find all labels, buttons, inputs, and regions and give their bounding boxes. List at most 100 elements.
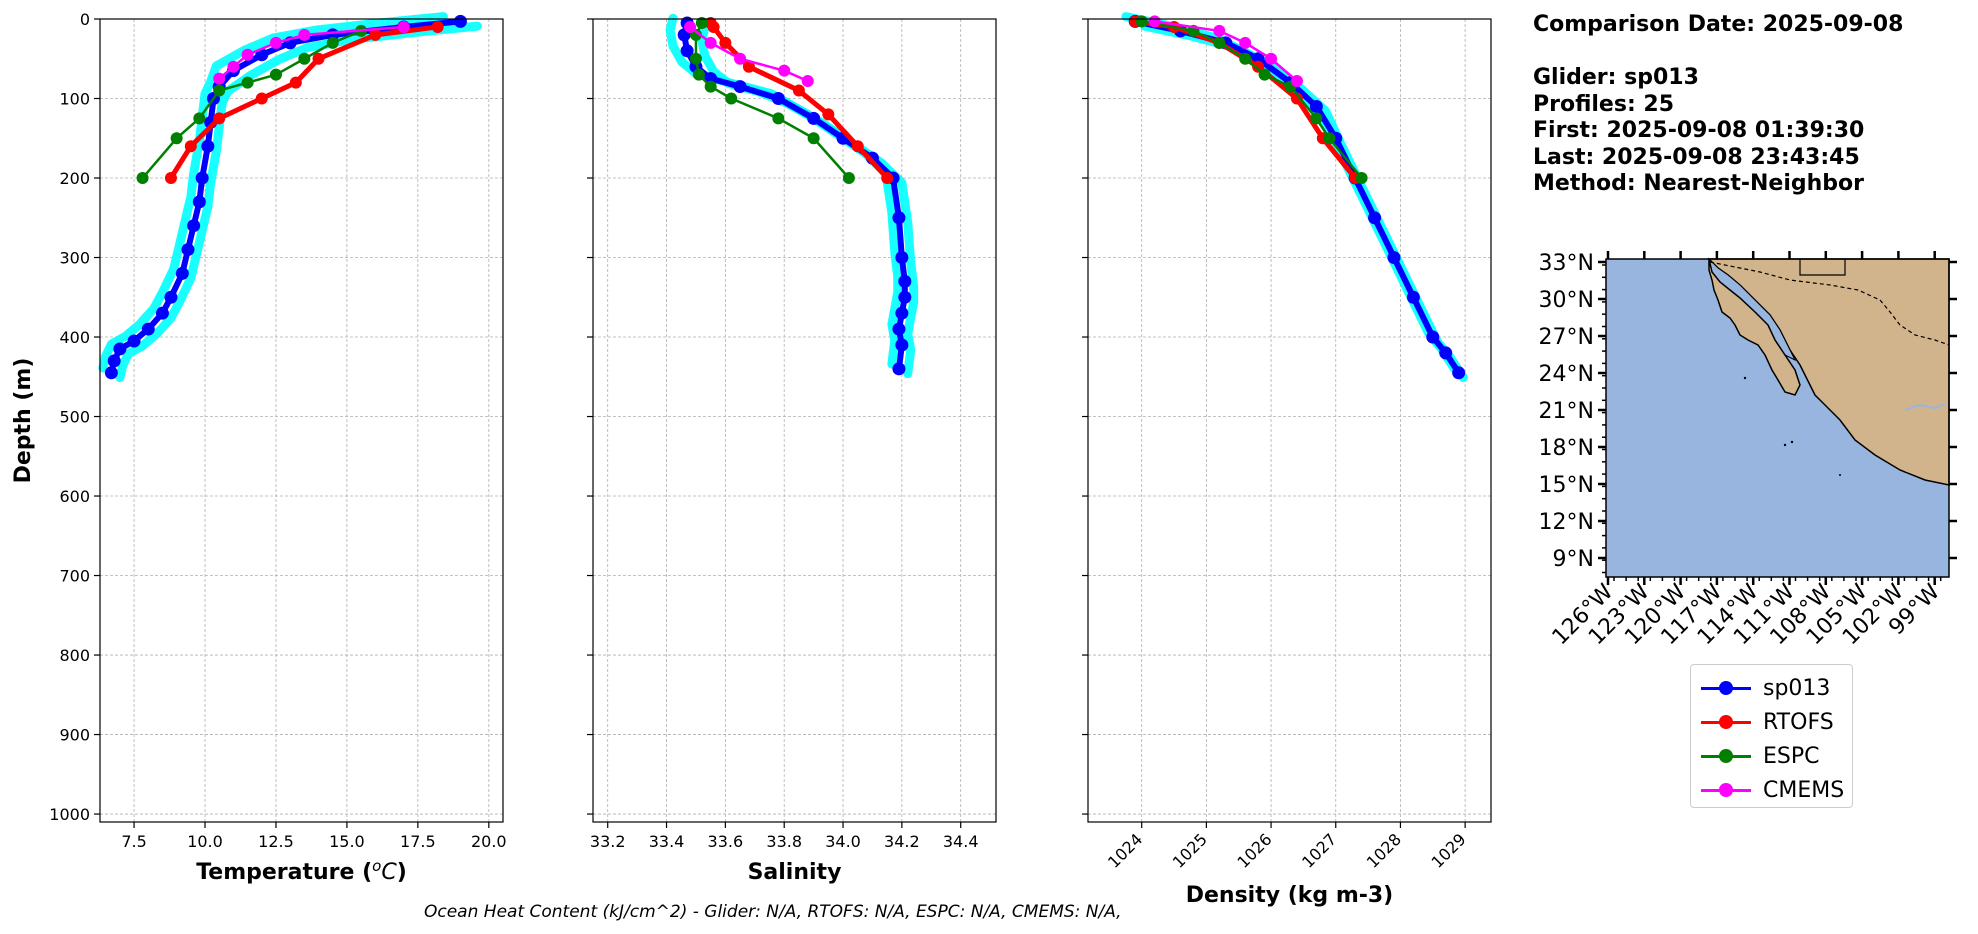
- y-tick-label: 300: [59, 249, 90, 268]
- ocean-heat-content-note: Ocean Heat Content (kJ/cm^2) - Glider: N…: [424, 902, 1122, 922]
- glider-raw-profile: [1140, 21, 1468, 383]
- data-point-sp013: [113, 342, 127, 356]
- data-point-sp013: [1368, 211, 1382, 225]
- x-tick-label: 1025: [1169, 830, 1211, 872]
- x-tick-label: 33.8: [766, 832, 802, 851]
- data-point-cmems: [227, 60, 240, 73]
- map-lat-label: 21°N: [1539, 399, 1594, 424]
- map-baja-california: [1708, 258, 1801, 396]
- data-point-cmems: [801, 75, 814, 88]
- legend-label: ESPC: [1763, 743, 1820, 769]
- legend-swatch: [1701, 746, 1751, 766]
- data-point-espc: [170, 132, 183, 145]
- y-tick-label: 400: [59, 328, 90, 347]
- y-axis-label: Depth (m): [11, 358, 36, 484]
- data-point-espc: [689, 52, 702, 65]
- data-point-rtofs: [742, 60, 755, 73]
- data-point-sp013: [453, 14, 467, 28]
- data-point-espc: [136, 172, 149, 185]
- axes-frame: [592, 18, 997, 823]
- data-point-rtofs: [431, 20, 444, 33]
- y-tick-label: 100: [59, 90, 90, 109]
- map-lat-label: 9°N: [1553, 547, 1594, 572]
- x-tick-label: 1028: [1363, 830, 1405, 872]
- data-point-espc: [1213, 36, 1226, 49]
- map-lat-label: 33°N: [1539, 251, 1594, 276]
- x-tick-label: 7.5: [121, 832, 146, 851]
- x-axis-label: Salinity: [748, 860, 842, 885]
- data-point-sp013: [898, 290, 912, 304]
- data-point-sp013: [201, 139, 215, 153]
- data-point-espc: [298, 52, 311, 65]
- data-point-espc: [704, 80, 717, 93]
- y-tick-label: 500: [59, 408, 90, 427]
- data-point-sp013: [107, 354, 121, 368]
- data-point-espc: [807, 132, 820, 145]
- y-tick-label: 600: [59, 487, 90, 506]
- profile-panel-2: 33.2 33.4 33.6 33.8 34.0 34.2 34.4 Salinity: [587, 13, 997, 885]
- legend-swatch: [1701, 712, 1751, 732]
- legend-swatch: [1701, 780, 1751, 800]
- data-point-sp013: [127, 334, 141, 348]
- data-point-rtofs: [289, 76, 302, 89]
- map-island: [1783, 443, 1787, 447]
- map-river: [1904, 403, 1946, 411]
- y-tick-label: 0: [80, 10, 90, 29]
- data-point-sp013: [1309, 99, 1323, 113]
- map-border: [1709, 261, 1950, 346]
- data-point-espc: [692, 68, 705, 81]
- x-tick-label: 12.5: [258, 832, 294, 851]
- x-tick-label: 34.0: [825, 832, 861, 851]
- data-point-sp013: [155, 306, 169, 320]
- map-lat-label: 30°N: [1539, 288, 1594, 313]
- legend-item-sp013: sp013: [1701, 671, 1830, 705]
- map-island: [1839, 474, 1841, 476]
- glider-location-map: [1605, 257, 1950, 578]
- data-point-espc: [772, 112, 785, 125]
- map-lat-label: 12°N: [1539, 510, 1594, 535]
- x-axis-label: Density (kg m-3): [1186, 883, 1394, 908]
- y-tick-label: 700: [59, 567, 90, 586]
- legend-item-cmems: CMEMS: [1701, 773, 1844, 807]
- data-point-rtofs: [719, 36, 732, 49]
- data-point-sp013: [680, 44, 694, 58]
- x-tick-label: 20.0: [471, 832, 507, 851]
- data-point-sp013: [181, 243, 195, 257]
- glider-raw-profile: [1121, 12, 1459, 373]
- profile-count: Profiles: 25: [1533, 91, 1675, 117]
- legend-item-rtofs: RTOFS: [1701, 705, 1834, 739]
- data-point-sp013: [895, 338, 909, 352]
- profile-panel-3: 1024 1025 1026 1027 1028 1029 Density (kg m-3): [1082, 12, 1492, 908]
- legend: sp013 RTOFS ESPC CMEMS: [1690, 664, 1853, 808]
- x-tick-label: 33.4: [649, 832, 685, 851]
- data-point-sp013: [195, 171, 209, 185]
- series-line-espc: [1141, 20, 1363, 179]
- data-point-espc: [213, 84, 226, 97]
- data-point-cmems: [734, 52, 747, 65]
- y-tick-label: 800: [59, 646, 90, 665]
- data-point-rtofs: [707, 20, 720, 33]
- data-point-sp013: [175, 266, 189, 280]
- profile-panels: 7.5 10.0 12.5 15.0 17.5 20.0 0 100 200 300 400 500 6…: [11, 10, 1492, 908]
- data-point-espc: [1239, 52, 1252, 65]
- data-point-rtofs: [851, 140, 864, 153]
- data-point-sp013: [895, 306, 909, 320]
- data-point-espc: [269, 68, 282, 81]
- data-point-espc: [725, 92, 738, 105]
- x-tick-label: 34.4: [943, 832, 979, 851]
- data-point-sp013: [892, 322, 906, 336]
- data-point-rtofs: [369, 28, 382, 41]
- data-point-cmems: [1213, 24, 1226, 37]
- x-axis-label: Temperature (oC): [196, 857, 407, 885]
- data-point-sp013: [104, 366, 118, 380]
- data-point-rtofs: [213, 112, 226, 125]
- comparison-date: Comparison Date: 2025-09-08: [1533, 12, 1904, 37]
- data-point-cmems: [778, 64, 791, 77]
- y-tick-label: 200: [59, 169, 90, 188]
- data-point-sp013: [187, 219, 201, 233]
- data-point-sp013: [892, 211, 906, 225]
- map-state-line: [1799, 259, 1846, 276]
- map-lat-label: 24°N: [1539, 362, 1594, 387]
- data-point-cmems: [1290, 75, 1303, 88]
- data-point-sp013: [733, 80, 747, 94]
